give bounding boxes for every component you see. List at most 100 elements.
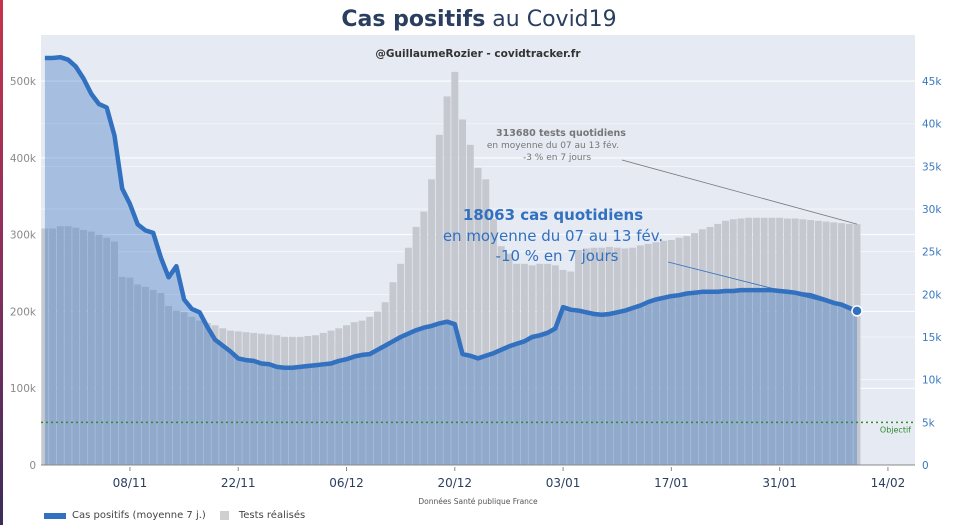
- tests-bar: [428, 179, 436, 465]
- tests-bar: [304, 336, 312, 465]
- tests-bar: [443, 96, 451, 465]
- y-axis-right: 0 5k 10k 15k 20k 25k 30k 35k 40k 45k: [922, 76, 942, 472]
- tests-bar: [791, 218, 799, 465]
- last-cases-point-marker: [851, 305, 863, 317]
- y-right-tick-label: 0: [922, 460, 929, 472]
- tests-bar: [505, 253, 513, 465]
- tests-bar: [56, 226, 64, 465]
- tests-bar: [714, 223, 722, 465]
- tests-bar: [420, 211, 428, 465]
- tests-bar: [729, 219, 737, 465]
- tests-bar: [490, 219, 497, 465]
- tests-bar: [350, 322, 358, 465]
- tests-bar: [404, 247, 412, 465]
- tests-bar: [582, 248, 590, 465]
- tests-annotation-line1: 313680 tests quotidiens: [496, 128, 626, 139]
- tests-bar: [126, 277, 134, 465]
- tests-bar: [474, 167, 482, 465]
- tests-bar: [196, 320, 204, 465]
- tests-bar: [807, 220, 815, 465]
- tests-bar: [652, 242, 660, 465]
- tests-bar: [296, 336, 304, 465]
- y-right-tick-label: 25k: [922, 247, 942, 259]
- x-axis: 08/11 22/11 06/12 20/12 03/01 17/01 31/01 14/02: [113, 467, 906, 490]
- tests-bar: [691, 233, 699, 465]
- tests-bar: [783, 218, 791, 465]
- tests-bar: [118, 276, 126, 465]
- cases-annotation: 18063 cas quotidiens en moyenne du 07 au…: [443, 206, 663, 265]
- tests-bar: [606, 246, 613, 465]
- tests-bar: [211, 325, 219, 465]
- y-right-tick-label: 15k: [922, 332, 942, 344]
- tests-bar: [838, 223, 845, 465]
- tests-bar: [358, 320, 366, 465]
- y-right-tick-label: 30k: [922, 204, 942, 216]
- tests-bar: [288, 336, 296, 465]
- tests-bar: [551, 265, 559, 465]
- tests-bar: [667, 240, 675, 465]
- tests-bar: [520, 263, 528, 465]
- tests-bar: [134, 284, 142, 465]
- tests-bar: [111, 241, 118, 465]
- cases-annotation-line2: en moyenne du 07 au 13 fév.: [443, 227, 663, 245]
- legend: Cas positifs (moyenne 7 j.) Tests réalis…: [44, 510, 305, 521]
- tests-bar: [412, 226, 420, 465]
- cases-annotation-line1: 18063 cas quotidiens: [463, 206, 643, 224]
- tests-annotation: 313680 tests quotidiens en moyenne du 07…: [487, 128, 626, 163]
- y-left-tick-label: 500k: [10, 76, 37, 88]
- tests-bar: [49, 228, 57, 465]
- tests-bar: [250, 332, 258, 465]
- tests-bar: [482, 179, 490, 465]
- y-left-tick-label: 300k: [10, 230, 37, 242]
- tests-bar: [613, 247, 621, 465]
- tests-bar: [366, 316, 374, 465]
- tests-bar: [683, 236, 691, 465]
- tests-bar: [466, 144, 474, 465]
- tests-bar: [41, 228, 49, 465]
- tests-bar: [188, 316, 196, 465]
- x-tick-label: 03/01: [546, 476, 581, 490]
- chart-title-rest: au Covid19: [485, 7, 617, 32]
- x-tick-label: 06/12: [329, 476, 364, 490]
- legend-swatch-cases: [44, 512, 66, 519]
- legend-swatch-tests: [219, 511, 229, 520]
- tests-bar: [459, 119, 466, 465]
- tests-bar: [822, 221, 830, 465]
- x-tick-label: 17/01: [654, 476, 689, 490]
- y-right-tick-label: 20k: [922, 289, 942, 301]
- y-right-tick-label: 35k: [922, 161, 942, 173]
- chart-title: Cas positifs au Covid19: [0, 7, 958, 32]
- tests-bar: [814, 220, 822, 465]
- tests-bar: [737, 218, 745, 465]
- x-tick-label: 22/11: [221, 476, 256, 490]
- tests-bar: [451, 71, 459, 465]
- tests-bar: [528, 265, 536, 465]
- cases-line: [44, 54, 858, 370]
- tests-bar: [435, 134, 443, 466]
- x-tick-label: 14/02: [871, 476, 906, 490]
- tests-bar: [343, 325, 350, 465]
- y-right-tick-label: 45k: [922, 76, 942, 88]
- tests-bar: [265, 334, 273, 465]
- tests-bar: [165, 306, 173, 465]
- tests-bar: [141, 286, 149, 465]
- tests-bar: [242, 332, 250, 465]
- tests-annotation-line2: en moyenne du 07 au 13 fév.: [487, 140, 619, 151]
- tests-bar: [598, 247, 606, 465]
- tests-bar: [373, 311, 381, 465]
- source-label: Données Santé publique France: [418, 497, 538, 506]
- legend-label-cases[interactable]: Cas positifs (moyenne 7 j.): [72, 510, 206, 521]
- tests-bar: [559, 269, 567, 465]
- tests-bar: [381, 302, 389, 465]
- tests-bar: [760, 217, 768, 465]
- tests-bar: [72, 227, 80, 465]
- tests-bar: [776, 217, 784, 465]
- tests-bar: [752, 217, 760, 465]
- cases-annotation-arrow: [667, 261, 854, 310]
- tests-bar: [95, 234, 103, 465]
- cases-annotation-line3: -10 % en 7 jours: [496, 247, 619, 265]
- legend-label-tests[interactable]: Tests réalisés: [238, 510, 306, 521]
- tests-annotation-line3: -3 % en 7 jours: [523, 153, 591, 163]
- tests-bar: [567, 271, 575, 465]
- tests-bar: [312, 335, 320, 465]
